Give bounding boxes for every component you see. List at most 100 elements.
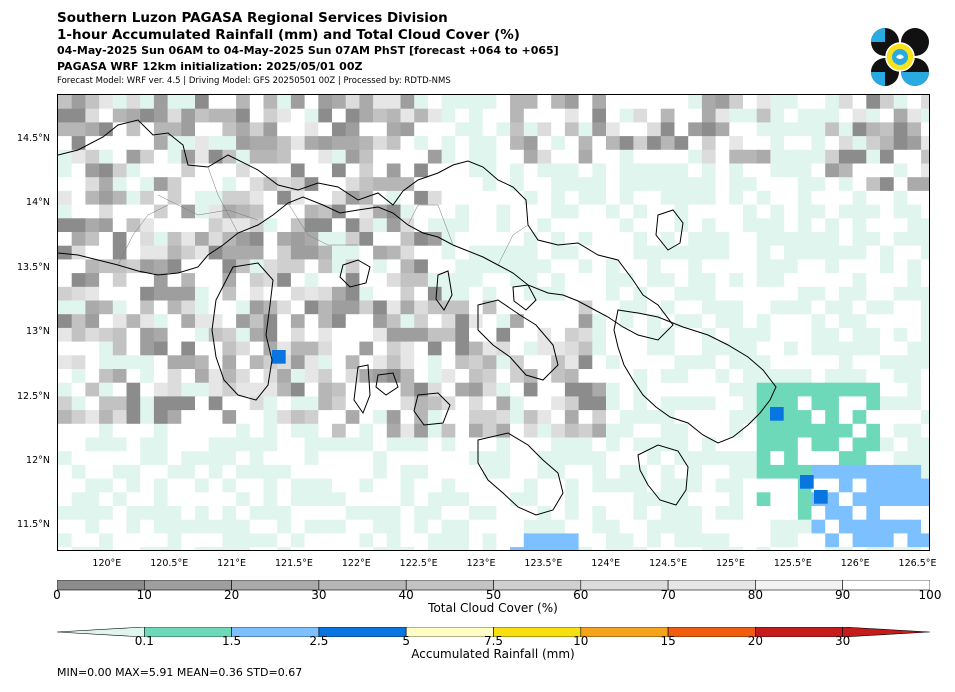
grid-cell xyxy=(99,506,114,521)
grid-cell xyxy=(578,437,593,452)
grid-cell xyxy=(236,382,251,397)
longitude-label: 120.5°E xyxy=(150,558,189,569)
grid-cell xyxy=(99,314,114,329)
grid-cell xyxy=(825,149,840,164)
grid-cell xyxy=(701,423,717,438)
grid-cell xyxy=(715,177,730,192)
grid-cell xyxy=(455,464,470,480)
grid-cell xyxy=(797,122,812,137)
grid-cell xyxy=(852,396,867,411)
grid-cell xyxy=(523,327,538,343)
grid-cell xyxy=(85,410,100,425)
grid-cell xyxy=(236,136,251,151)
grid-cell xyxy=(880,314,895,329)
grid-cell xyxy=(784,232,799,247)
grid-cell xyxy=(537,492,552,507)
grid-cell xyxy=(660,232,675,247)
grid-cell xyxy=(126,300,141,315)
grid-cell xyxy=(345,163,360,178)
grid-cell xyxy=(195,396,210,411)
grid-cell xyxy=(551,355,566,370)
grid-cell xyxy=(743,95,758,110)
grid-cell xyxy=(318,273,333,288)
grid-cell xyxy=(701,300,717,315)
grid-cell xyxy=(496,396,511,411)
grid-cell xyxy=(58,122,73,137)
initialization-time: PAGASA WRF 12km initialization: 2025/05/… xyxy=(57,60,363,73)
grid-cell xyxy=(58,245,73,260)
grid-cell xyxy=(551,396,566,411)
grid-cell xyxy=(71,478,86,493)
grid-cell xyxy=(660,190,675,206)
grid-cell xyxy=(633,177,648,192)
grid-cell xyxy=(893,423,908,438)
grid-cell xyxy=(797,314,812,329)
grid-cell xyxy=(551,163,566,178)
grid-cell xyxy=(469,245,484,260)
grid-cell xyxy=(619,355,634,370)
grid-cell xyxy=(112,232,127,247)
grid-cell xyxy=(729,355,744,370)
grid-cell xyxy=(729,369,744,384)
grid-cell xyxy=(181,300,196,315)
grid-cell xyxy=(852,245,867,260)
grid-cell xyxy=(838,136,854,151)
grid-cell xyxy=(688,259,703,274)
grid-cell xyxy=(469,300,484,315)
grid-cell xyxy=(345,286,360,301)
grid-cell xyxy=(578,355,593,370)
grid-cell xyxy=(290,259,306,274)
grid-cell xyxy=(167,478,182,493)
grid-cell xyxy=(770,369,785,384)
grid-cell xyxy=(825,95,840,110)
grid-cell xyxy=(893,300,908,315)
grid-cell xyxy=(551,547,566,550)
grid-cell xyxy=(592,149,607,164)
grid-cell xyxy=(153,259,169,274)
grid-cell xyxy=(469,136,484,151)
grid-cell xyxy=(866,136,881,151)
grid-cell xyxy=(606,273,621,288)
grid-cell xyxy=(318,245,333,260)
grid-cell xyxy=(290,437,306,452)
grid-cell xyxy=(496,519,511,534)
grid-cell xyxy=(441,547,456,550)
grid-cell xyxy=(85,423,100,438)
grid-cell xyxy=(866,149,881,164)
grid-cell xyxy=(167,122,182,137)
grid-cell xyxy=(414,506,429,521)
grid-cell xyxy=(825,122,840,137)
grid-cell xyxy=(386,177,401,192)
grid-cell xyxy=(208,300,223,315)
grid-cell xyxy=(263,396,278,411)
grid-cell xyxy=(318,396,333,411)
grid-cell xyxy=(907,190,922,206)
grid-cell xyxy=(496,95,511,110)
grid-cell xyxy=(715,492,730,507)
grid-cell xyxy=(400,163,415,178)
grid-cell xyxy=(743,177,758,192)
grid-cell xyxy=(167,286,182,301)
grid-cell xyxy=(373,506,388,521)
grid-cell xyxy=(386,423,401,438)
grid-cell xyxy=(359,506,374,521)
grid-cell xyxy=(811,95,826,110)
grid-cell xyxy=(893,286,908,301)
grid-cell xyxy=(592,396,607,411)
grid-cell xyxy=(208,492,223,507)
grid-cell xyxy=(126,177,141,192)
grid-cell xyxy=(153,286,169,301)
grid-cell xyxy=(400,464,415,480)
grid-cell xyxy=(263,547,278,550)
grid-cell xyxy=(263,273,278,288)
grid-cell xyxy=(85,177,100,192)
grid-cell xyxy=(85,327,100,343)
grid-cell xyxy=(893,149,908,164)
grid-cell xyxy=(400,396,415,411)
grid-cell xyxy=(866,519,881,534)
grid-cell xyxy=(455,300,470,315)
grid-cell xyxy=(345,437,360,452)
grid-cell xyxy=(756,286,771,301)
grid-cell xyxy=(112,451,127,466)
grid-cell xyxy=(140,519,155,534)
